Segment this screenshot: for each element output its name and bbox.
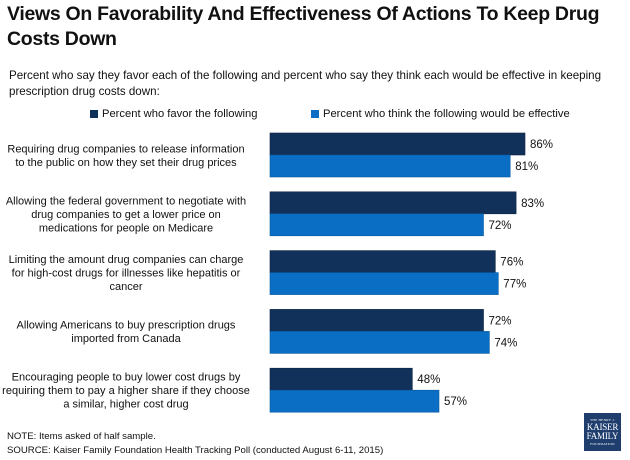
bar-group: Allowing Americans to buy prescription d… — [17, 309, 517, 354]
value-label-favor: 72% — [489, 315, 512, 327]
legend-item-favor: Percent who favor the following — [90, 107, 257, 121]
source-text: SOURCE: Kaiser Family Foundation Health … — [7, 445, 384, 456]
bar-favor — [269, 250, 496, 273]
bar-effective — [269, 331, 490, 354]
bar-effective — [269, 389, 440, 413]
legend-label-favor: Percent who favor the following — [102, 108, 258, 120]
bar-effective — [269, 272, 499, 295]
value-label-effective: 77% — [503, 279, 526, 291]
kaiser-logo: THE HENRY J. KAISER FAMILY FOUNDATION — [584, 413, 621, 451]
legend-label-effective: Percent who think the following would be… — [323, 108, 570, 120]
value-label-effective: 57% — [444, 396, 467, 408]
value-label-effective: 81% — [515, 161, 538, 173]
legend-swatch-favor — [90, 110, 98, 118]
chart-title: Views On Favorability And Effectiveness … — [7, 3, 600, 50]
category-label: Limiting the amount drug companies can c… — [9, 254, 244, 293]
category-label: Allowing Americans to buy prescription d… — [17, 320, 236, 346]
bar-favor — [269, 309, 484, 332]
bar-group: Limiting the amount drug companies can c… — [9, 250, 526, 295]
category-label: Allowing the federal government to negot… — [6, 195, 246, 234]
bar-group: Encouraging people to buy lower cost dru… — [2, 367, 467, 413]
logo-line-3: FAMILY — [586, 431, 619, 441]
category-label: Encouraging people to buy lower cost dru… — [2, 372, 250, 411]
bar-favor — [269, 191, 517, 215]
bar-group: Requiring drug companies to release info… — [7, 132, 553, 178]
bar-favor — [269, 132, 526, 156]
value-label-favor: 86% — [530, 139, 553, 151]
value-label-favor: 76% — [500, 257, 523, 269]
bar-effective — [269, 213, 484, 237]
note-text: NOTE: Items asked of half sample. — [7, 431, 156, 442]
category-label: Requiring drug companies to release info… — [7, 143, 244, 169]
bar-group: Allowing the federal government to negot… — [6, 191, 544, 237]
legend-swatch-effective — [311, 110, 319, 118]
chart-subtitle: Percent who say they favor each of the f… — [9, 69, 602, 98]
logo-line-1: THE HENRY J. — [590, 417, 615, 422]
value-label-effective: 72% — [489, 220, 512, 232]
value-label-favor: 48% — [417, 374, 440, 386]
bar-favor — [269, 367, 413, 391]
value-label-favor: 83% — [521, 198, 544, 210]
bar-effective — [269, 154, 511, 178]
value-label-effective: 74% — [494, 337, 517, 349]
logo-line-4: FOUNDATION — [590, 441, 615, 446]
logo-line-2: KAISER — [586, 421, 619, 432]
legend-item-effective: Percent who think the following would be… — [311, 107, 570, 121]
